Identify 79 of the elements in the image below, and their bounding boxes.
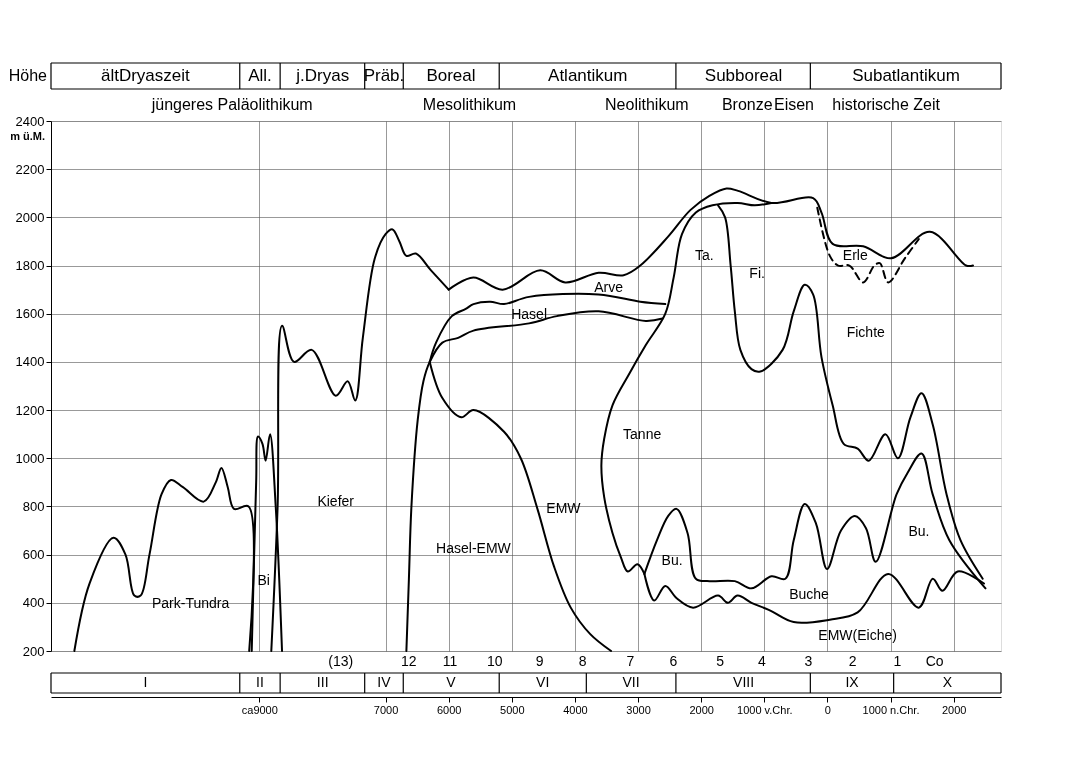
text: VIII bbox=[733, 674, 755, 690]
y-tick-label: 400 bbox=[22, 595, 45, 611]
text: II bbox=[256, 674, 264, 690]
text: X bbox=[942, 674, 953, 690]
x-tick-label: 1000 n.Chr. bbox=[862, 703, 920, 716]
text: Kiefer bbox=[317, 492, 355, 509]
y-tick-label: 200 bbox=[22, 643, 45, 659]
series-label: Buche bbox=[789, 586, 830, 603]
x-tick-label: 1000 v.Chr. bbox=[737, 703, 793, 716]
annotation: Bu. bbox=[661, 551, 683, 568]
series-label: Tanne bbox=[623, 426, 662, 442]
series-label: Hasel bbox=[511, 305, 547, 322]
text: 4 bbox=[757, 653, 766, 669]
series-label: EMW bbox=[546, 499, 582, 516]
text: m ü.M. bbox=[10, 130, 45, 142]
text: III bbox=[316, 674, 329, 690]
x-tick-label: 2000 bbox=[941, 703, 967, 716]
text: Präb. bbox=[363, 66, 405, 85]
y-tick-label: 600 bbox=[22, 547, 45, 563]
annotation: Bu. bbox=[908, 522, 930, 539]
x-tick-label: 0 bbox=[824, 703, 831, 716]
y-tick-label: 1800 bbox=[15, 258, 45, 274]
text: Subatlantikum bbox=[852, 66, 960, 85]
series-label: Hasel-EMW bbox=[436, 540, 512, 557]
x-tick-label: 7000 bbox=[373, 703, 399, 716]
text: VI bbox=[536, 674, 550, 690]
text: historische Zeit bbox=[832, 96, 941, 113]
y-axis-title: Höhe bbox=[8, 67, 48, 84]
y-tick-label: 2200 bbox=[15, 161, 45, 177]
annotation: Fi. bbox=[749, 265, 765, 282]
text: 9 bbox=[535, 653, 544, 669]
text: 5 bbox=[716, 653, 725, 669]
text: Atlantikum bbox=[548, 66, 628, 85]
text: I bbox=[143, 674, 148, 690]
text: jüngeres Paläolithikum bbox=[150, 96, 313, 113]
text: 10 bbox=[486, 653, 503, 669]
text: Subboreal bbox=[704, 66, 783, 85]
text: 3 bbox=[804, 653, 813, 669]
series-label: Erle bbox=[842, 246, 868, 263]
x-tick-label: 6000 bbox=[436, 703, 462, 716]
text: Eisen bbox=[773, 96, 815, 113]
text: j.Dryas bbox=[295, 66, 350, 85]
x-tick-label: 5000 bbox=[500, 703, 525, 716]
text: 7 bbox=[626, 653, 635, 669]
series-label: Fichte bbox=[846, 323, 886, 340]
annotation: Ta. bbox=[694, 247, 714, 264]
y-tick-label: 1400 bbox=[15, 354, 45, 370]
x-tick-label: ca9000 bbox=[241, 703, 278, 716]
text: (13) bbox=[328, 653, 354, 669]
text: 8 bbox=[578, 653, 587, 669]
x-tick-label: 2000 bbox=[689, 703, 714, 716]
text: 1 bbox=[893, 653, 902, 669]
text: Bronze bbox=[721, 96, 773, 113]
text: 6 bbox=[669, 653, 678, 669]
series-label: Bi bbox=[257, 572, 270, 588]
text: 12 bbox=[401, 653, 417, 669]
y-tick-label: 2400 bbox=[15, 113, 45, 129]
y-tick-label: 1000 bbox=[15, 450, 45, 466]
text: 11 bbox=[442, 653, 458, 669]
series-label: EMW(Eiche) bbox=[818, 627, 897, 644]
text: VII bbox=[622, 674, 640, 690]
y-tick-label: 1600 bbox=[15, 306, 45, 322]
text: IX bbox=[845, 674, 860, 690]
y-tick-label: 2000 bbox=[15, 209, 45, 225]
y-tick-label: 800 bbox=[22, 498, 45, 514]
text: Neolithikum bbox=[605, 96, 689, 113]
text: Boreal bbox=[426, 66, 476, 85]
text: Co bbox=[925, 653, 944, 669]
text: 2 bbox=[848, 653, 857, 669]
text: ältDryaszeit bbox=[100, 66, 191, 85]
text: V bbox=[446, 674, 457, 690]
y-tick-label: 1200 bbox=[15, 402, 45, 418]
series-label: Arve bbox=[594, 278, 624, 295]
text: IV bbox=[377, 674, 392, 690]
x-tick-label: 3000 bbox=[626, 703, 651, 716]
text: Mesolithikum bbox=[422, 96, 517, 113]
series-label: Park-Tundra bbox=[151, 594, 230, 611]
text: All. bbox=[248, 66, 272, 85]
x-tick-label: 4000 bbox=[563, 703, 588, 716]
